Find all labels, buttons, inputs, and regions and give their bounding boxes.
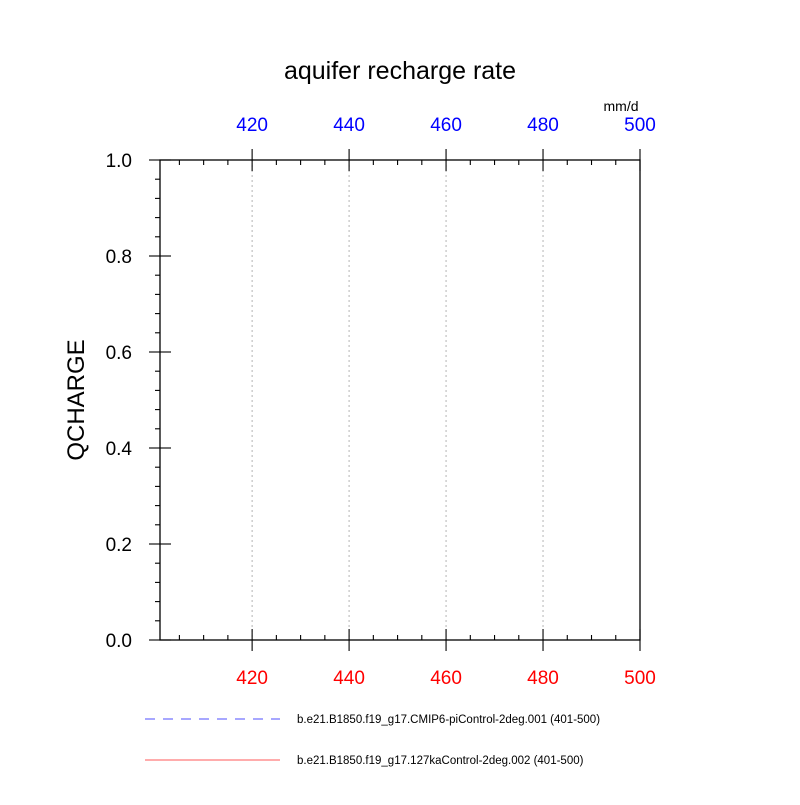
- x-tick-label-top: 440: [333, 115, 365, 136]
- y-tick-label: 0.6: [106, 343, 132, 364]
- legend-label: b.e21.B1850.f19_g17.127kaControl-2deg.00…: [297, 755, 584, 767]
- x-tick-label-bottom: 440: [333, 668, 365, 689]
- y-tick-label: 1.0: [106, 151, 132, 172]
- y-tick-label: 0.4: [106, 439, 133, 460]
- chart-title: aquifer recharge rate: [284, 57, 516, 85]
- x-tick-label-bottom: 420: [236, 668, 268, 689]
- x-tick-label-top: 500: [624, 115, 656, 136]
- grid-layer: [251, 160, 544, 640]
- y-tick-label: 0.2: [106, 535, 132, 556]
- x-tick-label-top: 480: [527, 115, 559, 136]
- legend: b.e21.B1850.f19_g17.CMIP6-piControl-2deg…: [145, 714, 600, 767]
- x-tick-label-bottom: 460: [430, 668, 462, 689]
- y-tick-label: 0.8: [106, 247, 132, 268]
- y-axis-label: QCHARGE: [63, 339, 90, 460]
- tick-layer: 420 420 440 440 460 460 480 480 500 500 0.0 0.2 0.4 0…: [106, 115, 656, 689]
- x-tick-label-top: 460: [430, 115, 462, 136]
- x-tick-label-bottom: 500: [624, 668, 656, 689]
- y-tick-label: 0.0: [106, 631, 132, 652]
- legend-label: b.e21.B1850.f19_g17.CMIP6-piControl-2deg…: [297, 714, 600, 726]
- x-tick-label-top: 420: [236, 115, 268, 136]
- x-tick-label-bottom: 480: [527, 668, 559, 689]
- units-label: mm/d: [604, 98, 639, 114]
- plot-frame: [159, 159, 641, 641]
